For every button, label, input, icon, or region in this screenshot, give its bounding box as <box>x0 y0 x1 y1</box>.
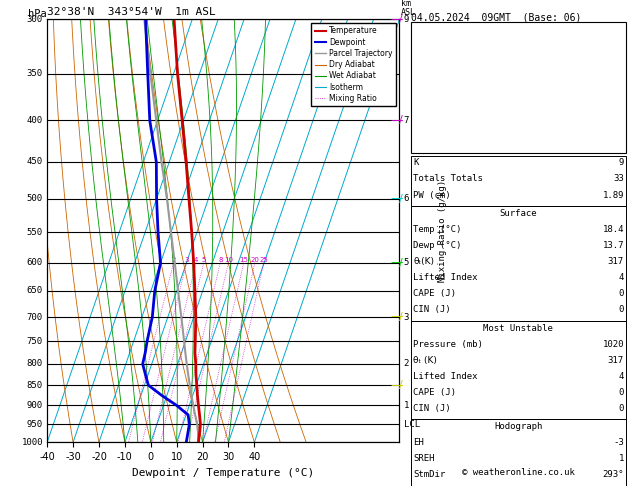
Text: 18.4: 18.4 <box>603 225 624 234</box>
Text: 3: 3 <box>404 312 409 322</box>
Text: 293°: 293° <box>603 470 624 480</box>
Text: © weatheronline.co.uk: © weatheronline.co.uk <box>462 468 575 477</box>
Text: —: — <box>390 114 403 127</box>
Text: 13.7: 13.7 <box>603 241 624 250</box>
Text: 317: 317 <box>608 356 624 365</box>
Text: 32°38'N  343°54'W  1m ASL: 32°38'N 343°54'W 1m ASL <box>47 7 216 17</box>
Text: LCL: LCL <box>404 420 420 429</box>
Y-axis label: Mixing Ratio (g/kg): Mixing Ratio (g/kg) <box>438 180 447 282</box>
Text: —: — <box>390 379 403 392</box>
Text: 15: 15 <box>239 257 248 263</box>
Text: Dewp (°C): Dewp (°C) <box>413 241 462 250</box>
Text: 500: 500 <box>27 194 43 203</box>
Text: 900: 900 <box>27 401 43 410</box>
Text: 6: 6 <box>404 194 409 203</box>
Text: —: — <box>390 13 403 26</box>
Text: CAPE (J): CAPE (J) <box>413 289 456 298</box>
Text: 2: 2 <box>404 359 409 368</box>
Text: 3: 3 <box>184 257 189 263</box>
Text: 950: 950 <box>27 420 43 429</box>
Text: 9: 9 <box>618 158 624 168</box>
Text: K: K <box>413 158 419 168</box>
Text: 400: 400 <box>27 116 43 125</box>
Text: Hodograph: Hodograph <box>494 422 542 432</box>
Text: /: / <box>399 194 403 204</box>
X-axis label: Dewpoint / Temperature (°C): Dewpoint / Temperature (°C) <box>132 468 314 478</box>
Text: CIN (J): CIN (J) <box>413 404 451 413</box>
Text: Lifted Index: Lifted Index <box>413 273 478 282</box>
Text: SREH: SREH <box>413 454 435 464</box>
Text: km
ASL: km ASL <box>401 0 416 17</box>
Text: /: / <box>399 15 403 24</box>
Text: 10: 10 <box>224 257 233 263</box>
Text: Most Unstable: Most Unstable <box>483 324 554 333</box>
Text: -3: -3 <box>613 438 624 448</box>
Text: Totals Totals: Totals Totals <box>413 174 483 184</box>
Text: /: / <box>399 258 403 268</box>
Text: 8: 8 <box>218 257 223 263</box>
Text: 4: 4 <box>194 257 198 263</box>
Text: Lifted Index: Lifted Index <box>413 372 478 381</box>
Text: CIN (J): CIN (J) <box>413 305 451 314</box>
Text: 25: 25 <box>259 257 268 263</box>
Text: PW (cm): PW (cm) <box>413 191 451 200</box>
Text: /: / <box>399 312 403 322</box>
Text: 1.89: 1.89 <box>603 191 624 200</box>
Text: 700: 700 <box>27 312 43 322</box>
Text: θₜ (K): θₜ (K) <box>413 356 437 365</box>
Text: 2: 2 <box>171 257 175 263</box>
Text: —: — <box>390 311 403 324</box>
Text: 5: 5 <box>404 259 409 267</box>
Text: CAPE (J): CAPE (J) <box>413 388 456 397</box>
Legend: Temperature, Dewpoint, Parcel Trajectory, Dry Adiabat, Wet Adiabat, Isotherm, Mi: Temperature, Dewpoint, Parcel Trajectory… <box>311 23 396 106</box>
Text: 850: 850 <box>27 381 43 390</box>
Text: —: — <box>390 192 403 206</box>
Text: 5: 5 <box>201 257 206 263</box>
Text: 33: 33 <box>613 174 624 184</box>
Text: 800: 800 <box>27 359 43 368</box>
Text: 9: 9 <box>404 15 409 24</box>
Text: θₜ(K): θₜ(K) <box>413 257 434 266</box>
Text: 1000: 1000 <box>21 438 43 447</box>
Text: 750: 750 <box>27 337 43 346</box>
Text: /: / <box>399 380 403 390</box>
Text: 7: 7 <box>404 116 409 125</box>
Text: 0: 0 <box>618 388 624 397</box>
Text: /: / <box>399 116 403 125</box>
Text: 20: 20 <box>250 257 259 263</box>
Text: 0: 0 <box>618 404 624 413</box>
Text: Temp (°C): Temp (°C) <box>413 225 462 234</box>
Text: 4: 4 <box>618 273 624 282</box>
Text: Pressure (mb): Pressure (mb) <box>413 340 483 349</box>
Text: 350: 350 <box>27 69 43 78</box>
Text: 4: 4 <box>618 372 624 381</box>
Text: 600: 600 <box>27 259 43 267</box>
Text: 1: 1 <box>404 401 409 410</box>
Text: hPa: hPa <box>28 9 47 18</box>
Text: 0: 0 <box>618 305 624 314</box>
Text: 650: 650 <box>27 286 43 295</box>
Text: kt: kt <box>421 25 428 34</box>
Text: EH: EH <box>413 438 424 448</box>
Text: Surface: Surface <box>499 209 537 218</box>
Text: 550: 550 <box>27 228 43 237</box>
Text: 300: 300 <box>27 15 43 24</box>
Text: 450: 450 <box>27 157 43 166</box>
Text: 0: 0 <box>618 289 624 298</box>
Text: 1: 1 <box>618 454 624 464</box>
Text: 04.05.2024  09GMT  (Base: 06): 04.05.2024 09GMT (Base: 06) <box>411 12 581 22</box>
Text: 317: 317 <box>608 257 624 266</box>
Text: —: — <box>390 256 403 269</box>
Text: StmDir: StmDir <box>413 470 445 480</box>
Text: 1020: 1020 <box>603 340 624 349</box>
